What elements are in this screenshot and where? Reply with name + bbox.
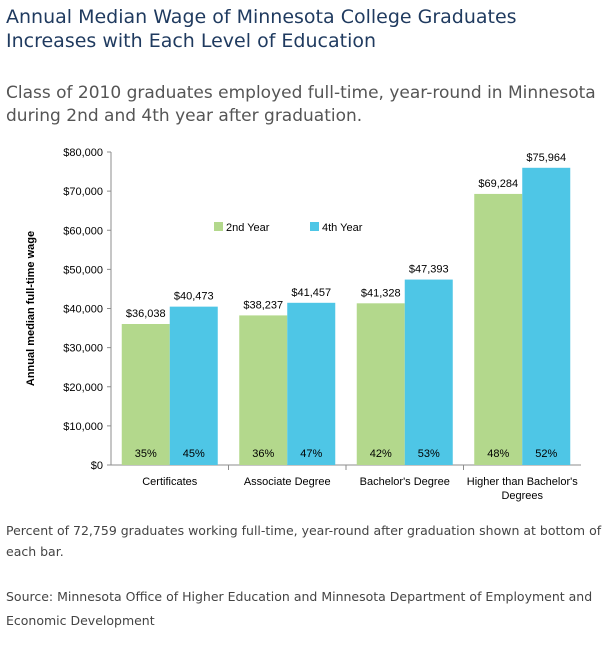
- percent-note: Percent of 72,759 graduates working full…: [6, 523, 602, 559]
- chart-subtitle: Class of 2010 graduates employed full-ti…: [6, 83, 596, 126]
- y-tick-label: $0: [91, 460, 103, 472]
- legend-swatch: [310, 222, 319, 231]
- bar-percent-label: 36%: [252, 448, 274, 460]
- bar-percent-label: 47%: [300, 448, 322, 460]
- x-tick-label: Degrees: [501, 490, 543, 502]
- y-tick-label: $10,000: [63, 421, 103, 433]
- y-tick-label: $70,000: [63, 186, 103, 198]
- x-tick-label: Higher than Bachelor's: [467, 476, 578, 488]
- bar-percent-label: 52%: [535, 448, 557, 460]
- bar-value-label: $36,038: [126, 308, 166, 320]
- bar: [356, 303, 405, 465]
- legend-label: 4th Year: [322, 222, 363, 234]
- bar-value-label: $47,393: [409, 264, 449, 276]
- chart-title: Annual Median Wage of Minnesota College …: [6, 6, 517, 52]
- y-tick-label: $30,000: [63, 343, 103, 355]
- y-tick-label: $80,000: [63, 147, 103, 159]
- bar-value-label: $41,457: [291, 287, 331, 299]
- bar-value-label: $75,964: [526, 152, 566, 164]
- y-axis-label: Annual median full-time wage: [25, 231, 37, 386]
- bar-percent-label: 53%: [418, 448, 440, 460]
- legend-swatch: [214, 222, 223, 231]
- legend-label: 2nd Year: [226, 222, 270, 234]
- bar: [404, 279, 453, 465]
- bar-value-label: $40,473: [174, 291, 214, 303]
- y-tick-label: $50,000: [63, 264, 103, 276]
- bar-chart: $0 $10,000 $20,000 $30,000 $40,000 $50,000 $60…: [25, 147, 581, 502]
- bar: [121, 324, 170, 465]
- y-tick-label: $20,000: [63, 382, 103, 394]
- bar: [287, 302, 336, 465]
- bar-value-label: $41,328: [361, 287, 401, 299]
- x-tick-label: Associate Degree: [244, 476, 331, 488]
- bar-value-label: $38,237: [243, 299, 283, 311]
- bar-percent-label: 35%: [135, 448, 157, 460]
- source-note: Source: Minnesota Office of Higher Educa…: [6, 589, 593, 628]
- bar: [522, 167, 571, 466]
- bar-percent-label: 42%: [370, 448, 392, 460]
- bar-percent-label: 45%: [183, 448, 205, 460]
- bar: [474, 193, 523, 466]
- bar-percent-label: 48%: [487, 448, 509, 460]
- bar-value-label: $69,284: [478, 178, 518, 190]
- y-tick-label: $40,000: [63, 304, 103, 316]
- bar: [169, 306, 218, 465]
- bar: [239, 315, 288, 465]
- x-tick-label: Bachelor's Degree: [360, 476, 450, 488]
- y-tick-label: $60,000: [63, 225, 103, 237]
- x-tick-label: Certificates: [142, 476, 198, 488]
